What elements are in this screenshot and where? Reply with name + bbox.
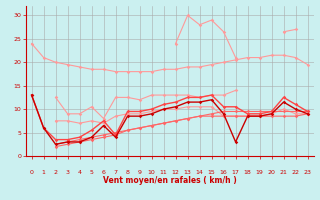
X-axis label: Vent moyen/en rafales ( km/h ): Vent moyen/en rafales ( km/h ) — [103, 176, 236, 185]
